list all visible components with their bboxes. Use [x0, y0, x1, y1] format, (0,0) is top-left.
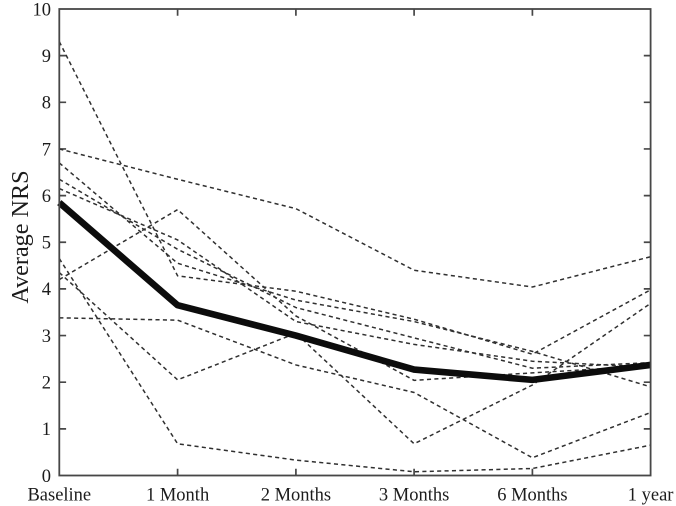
svg-text:5: 5 [42, 234, 51, 254]
svg-text:Baseline: Baseline [27, 486, 91, 506]
svg-text:8: 8 [42, 94, 51, 114]
svg-text:3 Months: 3 Months [379, 486, 449, 506]
svg-text:3: 3 [42, 327, 51, 347]
svg-text:6: 6 [42, 187, 51, 207]
svg-text:9: 9 [42, 47, 51, 67]
svg-text:4: 4 [42, 280, 51, 300]
svg-text:1 year: 1 year [628, 486, 674, 506]
svg-text:1 Month: 1 Month [146, 486, 209, 506]
svg-text:10: 10 [33, 0, 52, 20]
svg-text:6 Months: 6 Months [497, 486, 567, 506]
svg-text:2: 2 [42, 374, 51, 394]
svg-text:1: 1 [42, 420, 51, 440]
svg-text:7: 7 [42, 140, 51, 160]
svg-text:0: 0 [42, 467, 51, 487]
svg-text:Average NRS: Average NRS [7, 170, 34, 303]
svg-text:2 Months: 2 Months [261, 486, 331, 506]
